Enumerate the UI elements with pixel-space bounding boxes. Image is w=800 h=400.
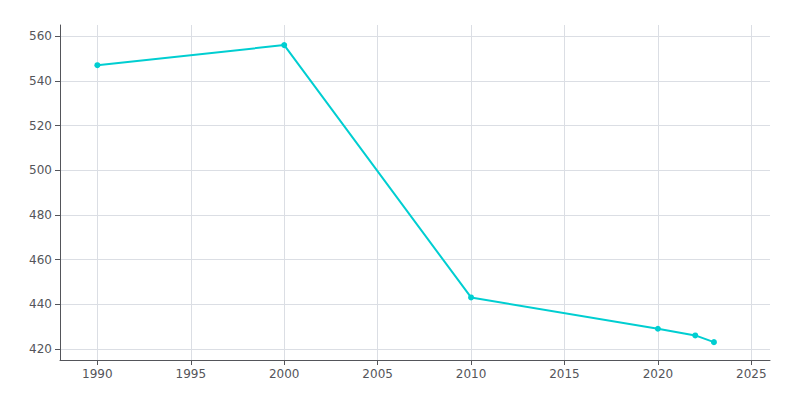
svg-text:500: 500 xyxy=(29,163,52,177)
svg-text:2020: 2020 xyxy=(643,367,674,381)
svg-text:540: 540 xyxy=(29,74,52,88)
svg-text:460: 460 xyxy=(29,253,52,267)
svg-text:1990: 1990 xyxy=(82,367,113,381)
svg-text:2015: 2015 xyxy=(549,367,580,381)
svg-text:2010: 2010 xyxy=(456,367,487,381)
svg-text:520: 520 xyxy=(29,119,52,133)
svg-text:440: 440 xyxy=(29,297,52,311)
svg-text:420: 420 xyxy=(29,342,52,356)
svg-text:560: 560 xyxy=(29,29,52,43)
svg-text:2005: 2005 xyxy=(362,367,393,381)
svg-text:2025: 2025 xyxy=(736,367,767,381)
svg-text:480: 480 xyxy=(29,208,52,222)
svg-text:2000: 2000 xyxy=(269,367,300,381)
svg-text:1995: 1995 xyxy=(176,367,207,381)
